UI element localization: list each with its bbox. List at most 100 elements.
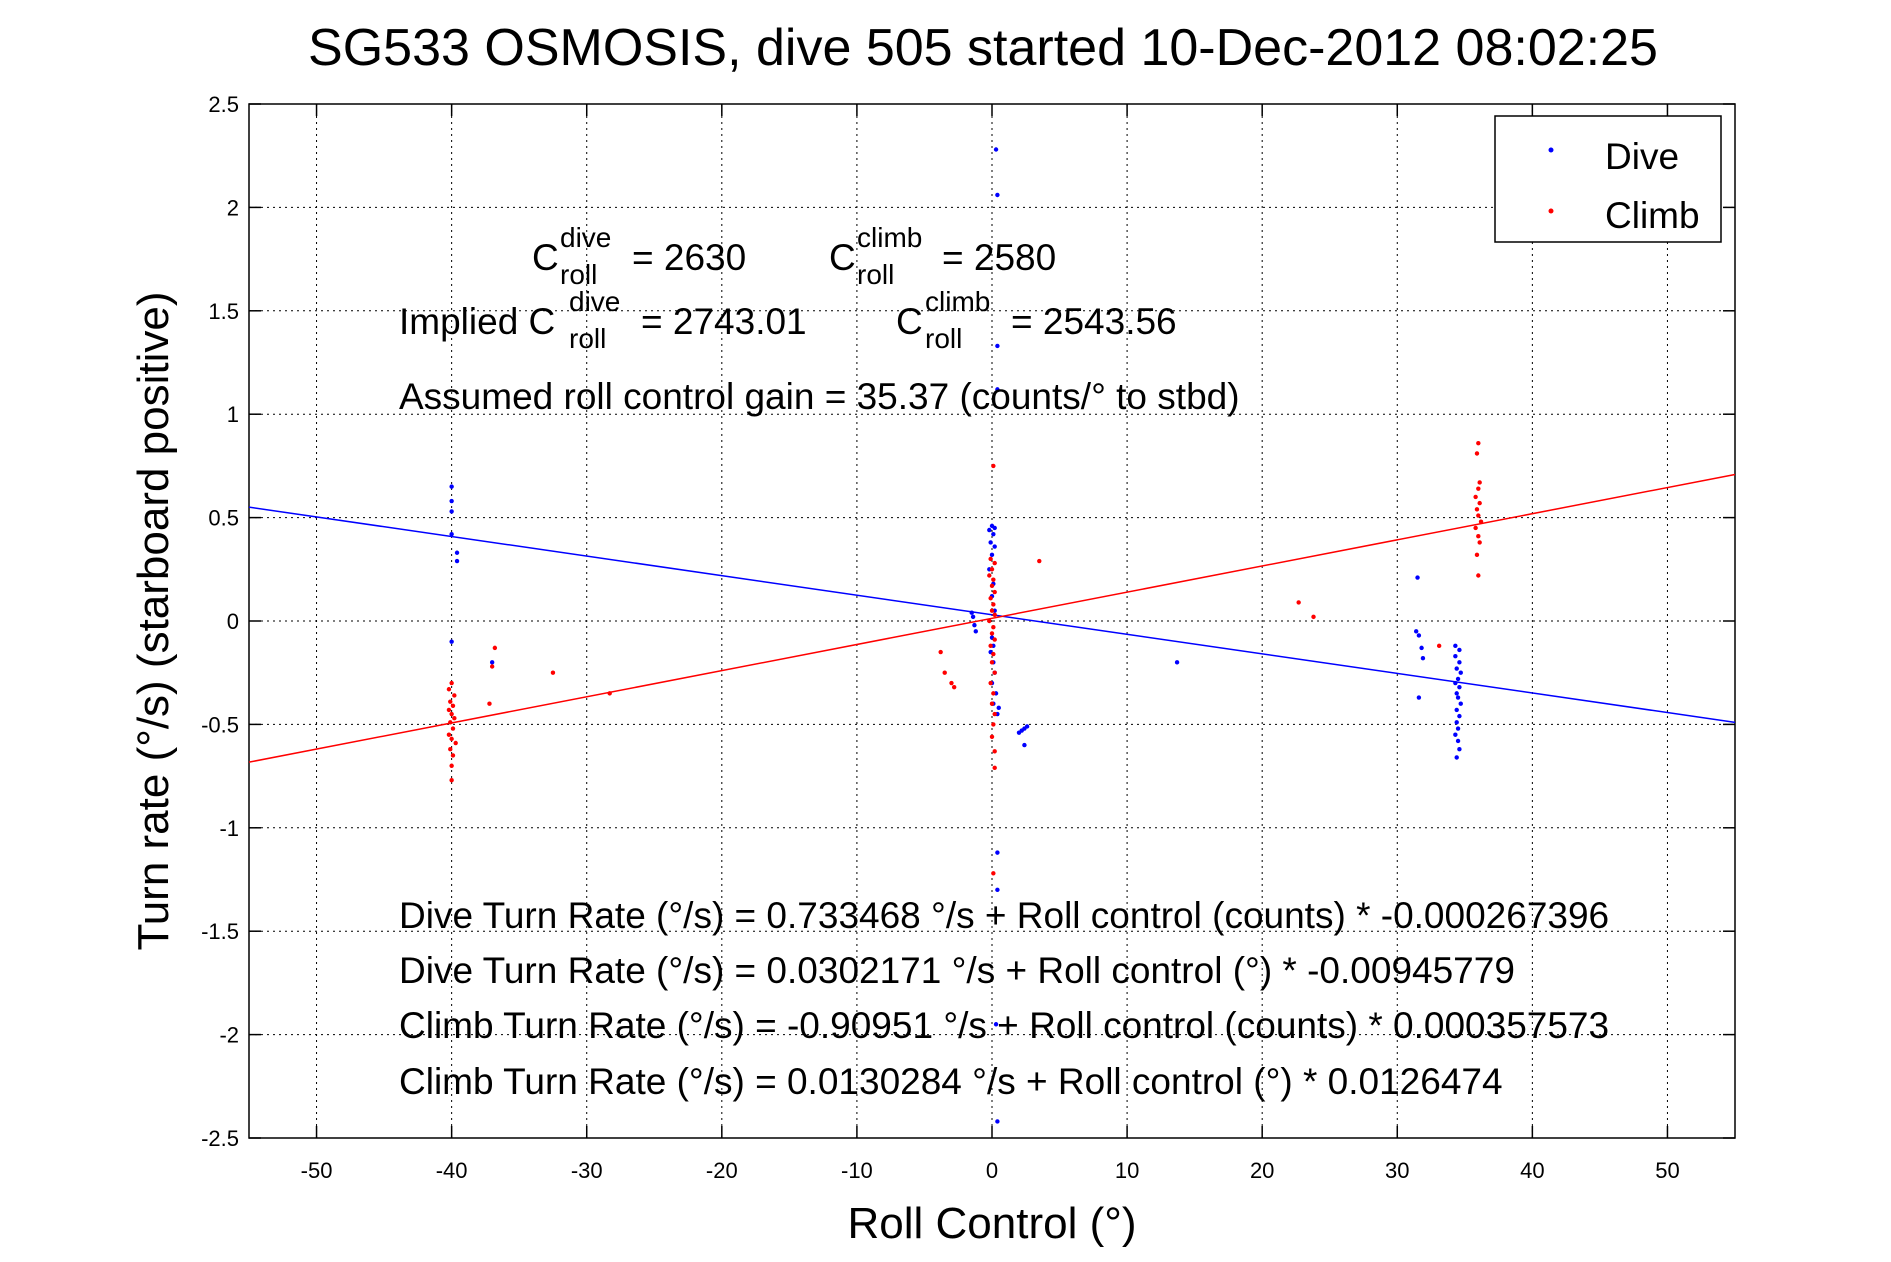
climb-point bbox=[1478, 519, 1484, 524]
dive-point bbox=[449, 498, 454, 504]
dive-point bbox=[1454, 755, 1459, 760]
implied-c-climb-letter: C bbox=[896, 301, 923, 342]
x-tick-label: -10 bbox=[841, 1158, 873, 1183]
dive-point bbox=[995, 850, 1000, 855]
y-tick-label: 1.5 bbox=[208, 299, 239, 324]
c-dive-subscript: roll bbox=[560, 259, 597, 290]
dive-point bbox=[1455, 726, 1461, 731]
climb-point bbox=[492, 645, 498, 651]
legend-box bbox=[1494, 115, 1722, 243]
climb-point bbox=[448, 699, 453, 704]
dive-point bbox=[989, 552, 995, 558]
climb-series bbox=[446, 440, 1484, 876]
implied-c-dive-value: = 2743.01 bbox=[641, 301, 807, 342]
dive-point bbox=[1458, 701, 1463, 706]
dive-point bbox=[992, 544, 997, 549]
dive-point bbox=[973, 629, 978, 634]
climb-point bbox=[1436, 643, 1442, 649]
climb-point bbox=[991, 651, 996, 657]
c-dive-letter: C bbox=[532, 237, 559, 278]
climb-point bbox=[938, 649, 943, 655]
climb-point bbox=[989, 734, 995, 740]
dive-point bbox=[1453, 680, 1458, 686]
climb-point bbox=[992, 711, 997, 717]
dive-point bbox=[1416, 695, 1422, 700]
dive-point bbox=[449, 509, 454, 514]
climb-point bbox=[989, 567, 995, 572]
x-tick-label: 30 bbox=[1385, 1158, 1409, 1183]
implied-c-dive-subscript: roll bbox=[569, 323, 606, 354]
dive-point bbox=[1416, 633, 1422, 638]
implied-c-climb-superscript: climb bbox=[925, 286, 990, 317]
climb-point bbox=[446, 687, 452, 692]
climb-point bbox=[1311, 614, 1316, 620]
coefficient-annotations: C dive roll = 2630 C climb roll = 2580 I… bbox=[399, 222, 1240, 417]
y-tick-label: -1 bbox=[219, 816, 239, 841]
climb-point bbox=[991, 722, 996, 727]
climb-counts-equation: Climb Turn Rate (°/s) = -0.90951 °/s + R… bbox=[399, 1005, 1609, 1046]
dive-point bbox=[995, 343, 1000, 349]
x-tick-label: 10 bbox=[1115, 1158, 1139, 1183]
dive-point bbox=[1413, 629, 1419, 634]
x-tick-label: 50 bbox=[1655, 1158, 1679, 1183]
dive-point bbox=[1419, 645, 1424, 651]
dive-point bbox=[1453, 732, 1458, 737]
dive-point bbox=[993, 1022, 999, 1027]
chart-title: SG533 OSMOSIS, dive 505 started 10-Dec-2… bbox=[308, 19, 1658, 77]
dive-point bbox=[995, 387, 1000, 392]
legend-climb-label: Climb bbox=[1605, 195, 1700, 236]
climb-point bbox=[992, 670, 997, 675]
implied-c-climb-value: = 2543.56 bbox=[1011, 301, 1177, 342]
dive-point bbox=[1453, 643, 1458, 649]
climb-fit-line bbox=[248, 473, 1736, 763]
dive-point bbox=[1022, 742, 1027, 748]
climb-point bbox=[1296, 600, 1301, 605]
dive-point bbox=[449, 639, 454, 644]
climb-point bbox=[991, 602, 996, 607]
climb-point bbox=[1477, 540, 1482, 545]
climb-point bbox=[448, 747, 453, 752]
climb-point bbox=[989, 608, 995, 613]
dive-series bbox=[449, 147, 1463, 1124]
legend-dive-label: Dive bbox=[1605, 136, 1679, 177]
climb-point bbox=[992, 560, 997, 566]
dive-point bbox=[454, 550, 460, 555]
climb-point bbox=[988, 680, 993, 686]
climb-point bbox=[452, 715, 457, 721]
climb-point bbox=[992, 749, 997, 754]
climb-point bbox=[449, 778, 454, 783]
y-tick-label: -2.5 bbox=[201, 1126, 239, 1151]
climb-point bbox=[1474, 552, 1480, 558]
climb-point bbox=[1476, 513, 1481, 518]
x-tick-label: -40 bbox=[436, 1158, 468, 1183]
dive-point bbox=[489, 660, 495, 665]
y-tick-label: 2.5 bbox=[208, 92, 239, 117]
climb-point bbox=[449, 736, 454, 742]
dive-point bbox=[1457, 684, 1462, 690]
dive-point bbox=[449, 531, 454, 537]
dive-point bbox=[1457, 713, 1462, 719]
climb-point bbox=[1476, 486, 1481, 491]
legend-climb-marker bbox=[1548, 208, 1554, 214]
legend-dive-marker bbox=[1548, 147, 1554, 153]
climb-point bbox=[550, 670, 556, 675]
climb-point bbox=[449, 711, 454, 717]
climb-point bbox=[991, 625, 996, 630]
dive-point bbox=[995, 1119, 1000, 1124]
dive-point bbox=[1415, 575, 1420, 580]
dive-point bbox=[993, 147, 999, 152]
climb-point bbox=[1474, 507, 1480, 512]
tick-labels: -50 -40 -30 -20 -10 0 10 20 30 40 50 2.5 2 1.5 1 0.5 0 -0… bbox=[201, 92, 1680, 1183]
data-points bbox=[446, 147, 1484, 1124]
dive-point bbox=[454, 558, 460, 564]
dive-point bbox=[1454, 666, 1459, 671]
climb-point bbox=[949, 680, 954, 686]
x-tick-label: 0 bbox=[986, 1158, 998, 1183]
climb-point bbox=[988, 596, 993, 601]
y-tick-label: 2 bbox=[227, 195, 239, 220]
climb-point bbox=[989, 631, 995, 636]
climb-point bbox=[989, 701, 995, 706]
dive-point bbox=[449, 484, 454, 489]
climb-point bbox=[1476, 534, 1481, 539]
